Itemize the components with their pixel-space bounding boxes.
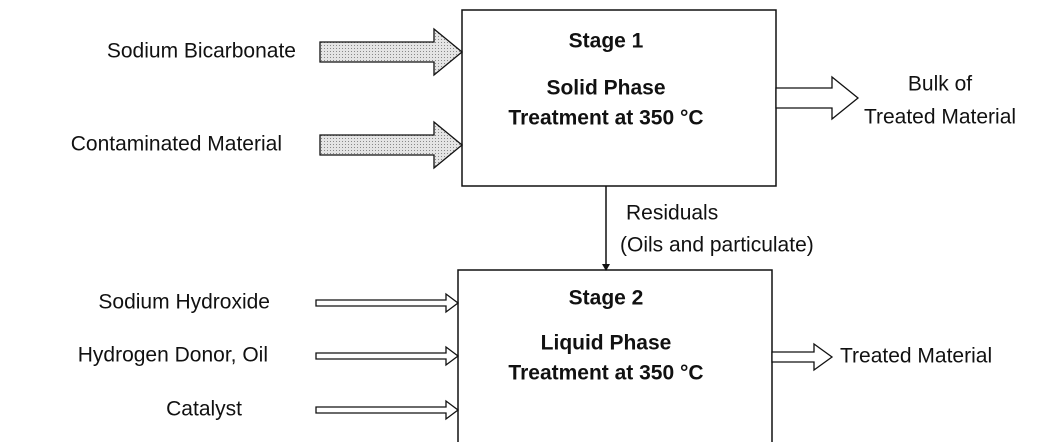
input-arrow [319, 120, 464, 170]
stage-label: Stage 2 [569, 287, 644, 310]
output-arrow [775, 75, 860, 121]
stage-label: Stage 1 [569, 30, 644, 53]
link-arrowhead [602, 264, 610, 271]
link-label: Residuals [626, 202, 718, 225]
input-label: Sodium Bicarbonate [107, 40, 296, 63]
stage-text: Liquid Phase [541, 332, 672, 355]
input-label: Contaminated Material [71, 133, 282, 156]
input-arrow [315, 292, 460, 314]
input-arrow [315, 345, 460, 367]
stage-text: Treatment at 350 °C [508, 362, 703, 385]
link-label: (Oils and particulate) [620, 234, 814, 257]
input-label: Sodium Hydroxide [98, 291, 270, 314]
input-arrow [319, 27, 464, 77]
input-label: Hydrogen Donor, Oil [78, 344, 268, 367]
output-arrow [771, 342, 834, 372]
input-label: Catalyst [166, 398, 242, 421]
output-label: Treated Material [840, 345, 992, 368]
output-label: Bulk of [908, 73, 972, 96]
output-label: Treated Material [864, 106, 1016, 129]
stage-text: Solid Phase [546, 77, 665, 100]
stage-text: Treatment at 350 °C [508, 107, 703, 130]
input-arrow [315, 399, 460, 421]
